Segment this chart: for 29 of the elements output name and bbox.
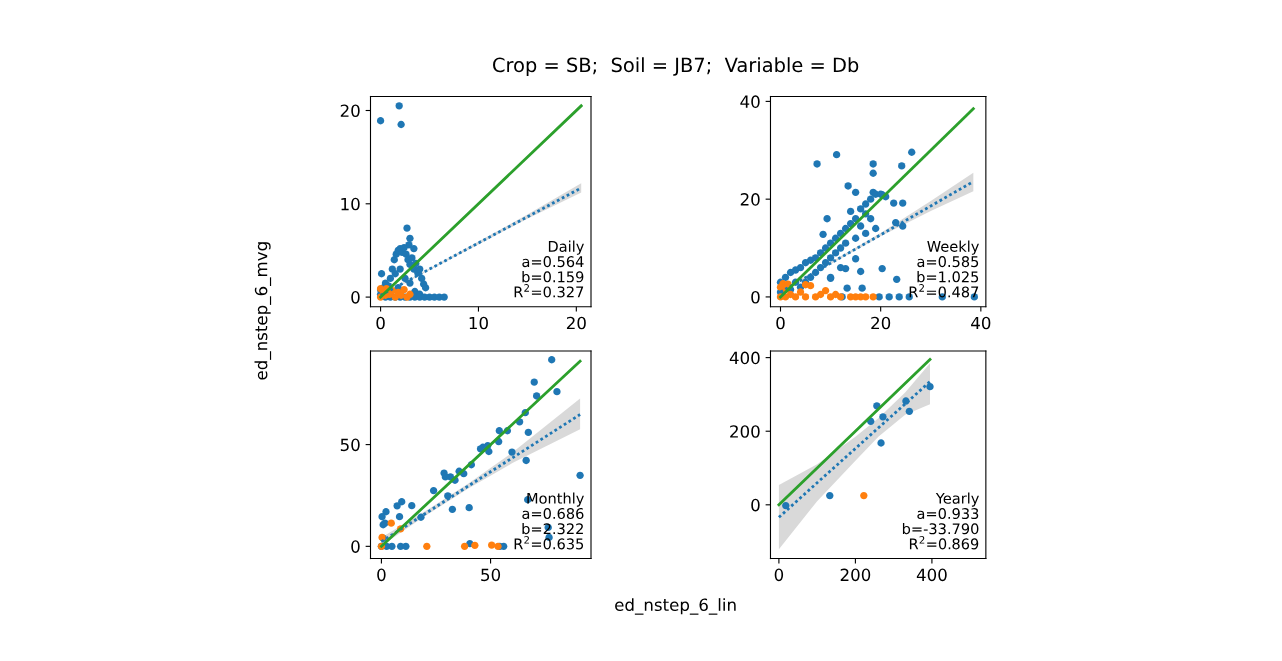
- x-tick-label: 0: [377, 568, 386, 582]
- y-tick-label: 400: [729, 351, 760, 365]
- x-tick-label: 10: [469, 316, 488, 330]
- x-tick-label: 0: [774, 568, 784, 582]
- text: Crop = SB; Soil = JB7; Variable = Db: [493, 57, 859, 77]
- y-tick-label: 20: [740, 193, 760, 206]
- y-tick-label: 0: [351, 540, 360, 553]
- annotation: Monthly a=0.686 b=2.322 R$^{2}$=0.635: [514, 492, 584, 550]
- x-tick-label: 0: [776, 316, 785, 330]
- x-tick-label: 20: [566, 316, 586, 330]
- y-tick-label: 0: [751, 290, 760, 304]
- x-tick-label: 40: [971, 316, 991, 330]
- y-tick-label: 0: [351, 291, 360, 304]
- y-axis-title: ed_nstep_6_mvg: [254, 242, 272, 380]
- y-tick-label: 0: [751, 498, 760, 512]
- annotation: Weekly a=0.585 b=1.025 R$^{2}$=0.487: [909, 240, 979, 298]
- y-tick-label: 10: [341, 197, 360, 211]
- y-tick-label: 40: [740, 95, 760, 108]
- x-tick-label: 0: [376, 316, 385, 330]
- y-tick-label: 50: [340, 438, 360, 452]
- y-tick-label: 20: [340, 104, 360, 118]
- x-tick-label: 20: [871, 316, 891, 330]
- y-tick-label: 200: [730, 425, 760, 438]
- annotation: Yearly a=0.933 b=-33.790 R$^{2}$=0.869: [902, 492, 979, 550]
- x-tick-label: 200: [840, 568, 871, 582]
- annotation: Daily a=0.564 b=0.159 R$^{2}$=0.327: [514, 240, 584, 298]
- x-tick-label: 400: [916, 568, 947, 582]
- x-axis-title: ed_nstep_6_lin: [615, 598, 736, 615]
- x-tick-label: 50: [481, 568, 501, 582]
